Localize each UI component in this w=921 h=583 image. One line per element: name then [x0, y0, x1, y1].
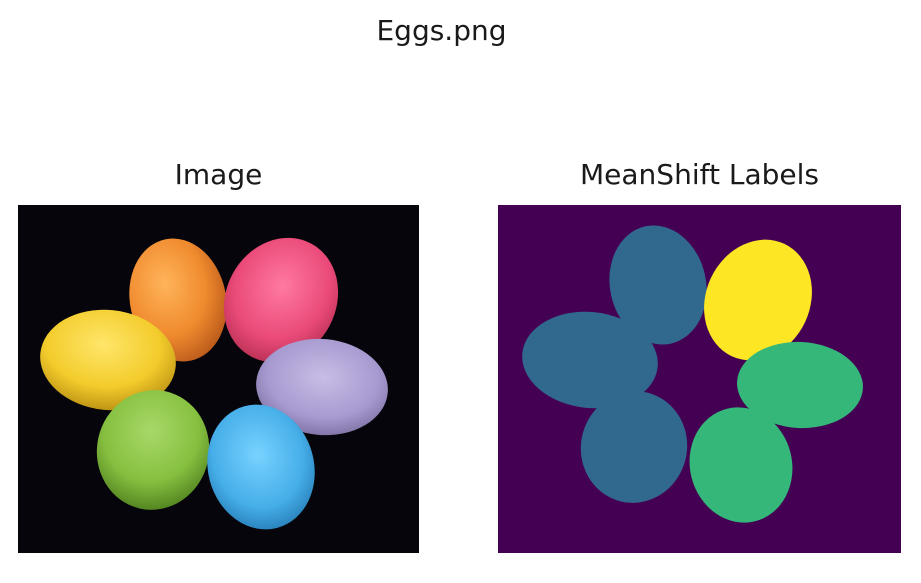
blue-egg — [207, 404, 315, 530]
label-region-top-left — [609, 225, 707, 345]
label-region-left — [522, 311, 658, 409]
meanshift-label-map — [498, 205, 901, 553]
figure-suptitle: Eggs.png — [376, 14, 507, 47]
pink-egg — [223, 237, 339, 363]
eggs-image — [18, 205, 419, 553]
label-region-bottom-left — [580, 391, 688, 503]
meanshift-labels-panel — [498, 205, 901, 553]
yellow-egg — [40, 309, 176, 411]
label-region-bottom-right — [689, 407, 793, 523]
lavender-egg — [256, 338, 388, 436]
eggs-image-panel — [18, 205, 419, 553]
labels-panel-title: MeanShift Labels — [580, 158, 819, 191]
green-egg — [96, 390, 210, 510]
label-region-right — [737, 341, 863, 429]
label-region-top-right — [704, 239, 812, 361]
image-panel-title: Image — [174, 158, 263, 191]
